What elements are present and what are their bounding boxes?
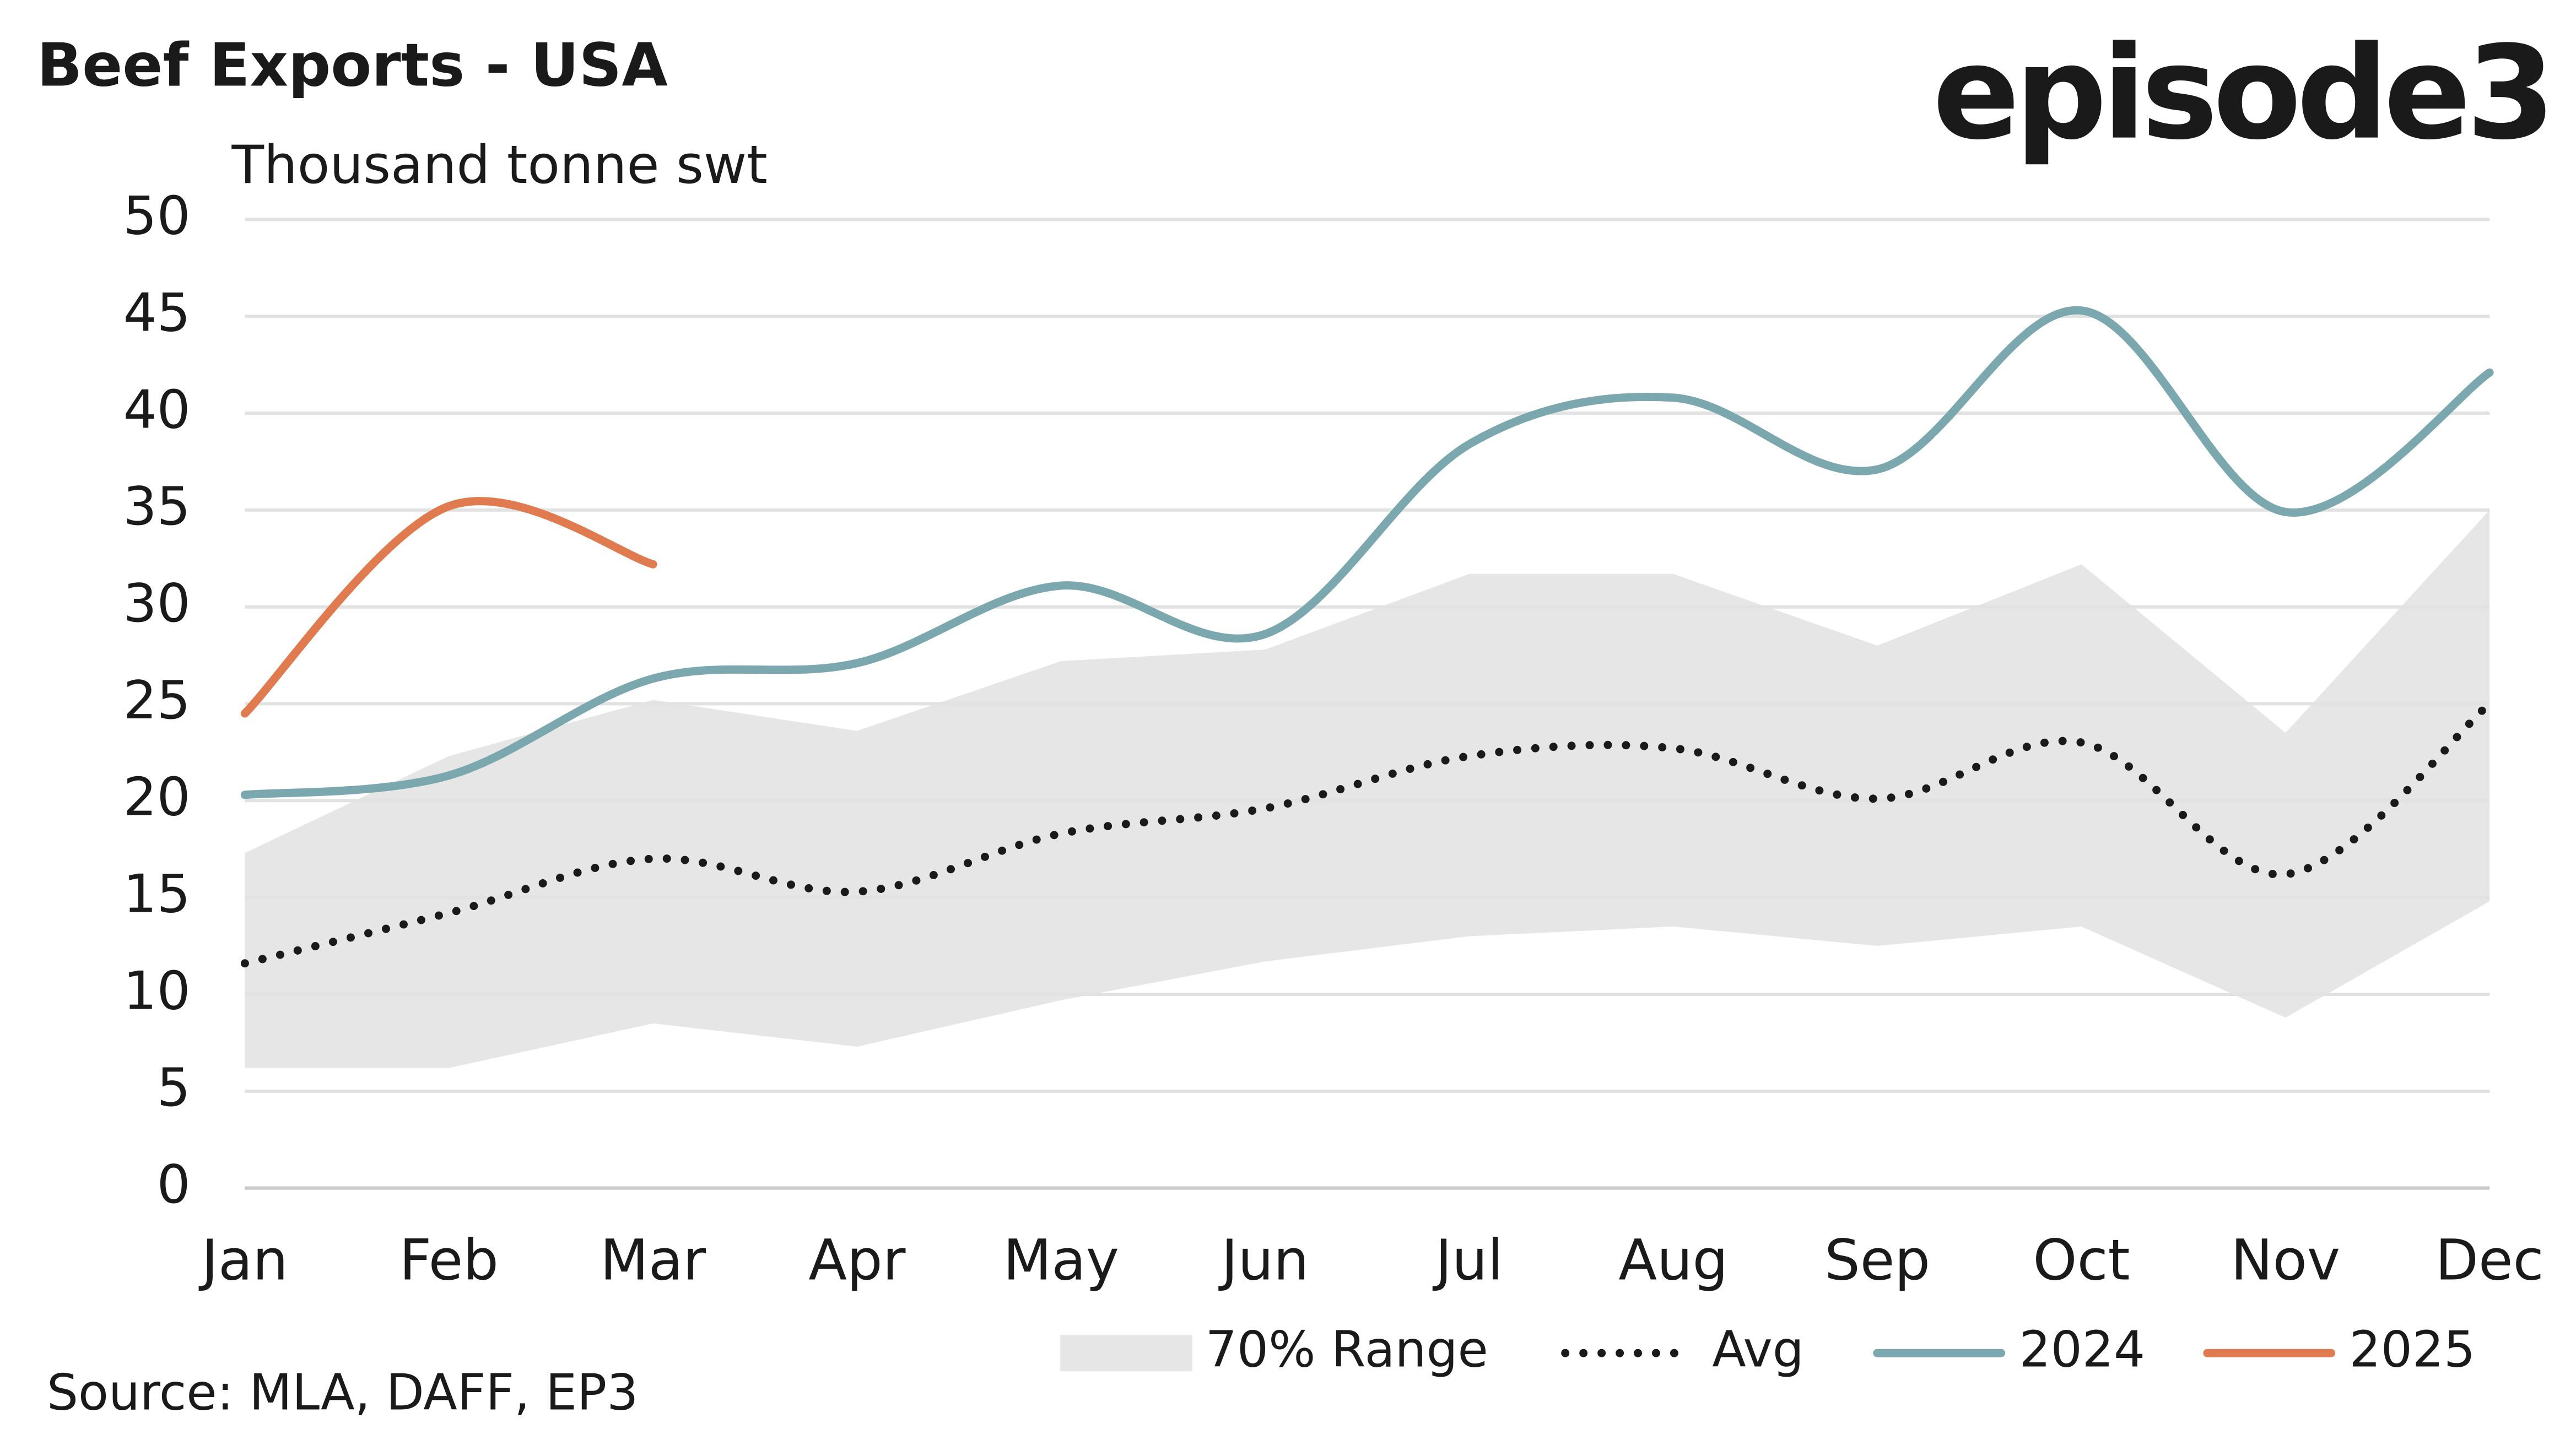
x-tick-label: Jul — [1432, 1227, 1503, 1293]
y-tick-label: 5 — [157, 1057, 191, 1118]
x-tick-label: Nov — [2231, 1227, 2340, 1293]
y-tick-label: 20 — [123, 766, 191, 828]
series-line — [240, 306, 2494, 799]
x-tick-label: Feb — [399, 1227, 499, 1293]
series-line — [240, 497, 657, 718]
legend-label: 2024 — [2019, 1322, 2145, 1379]
x-tick-label: Dec — [2435, 1227, 2544, 1293]
x-tick-label: Mar — [600, 1227, 706, 1293]
x-tick-label: Apr — [808, 1227, 905, 1293]
legend-swatch — [1060, 1335, 1192, 1372]
x-tick-label: Aug — [1618, 1227, 1728, 1293]
y-tick-label: 35 — [123, 475, 191, 537]
source: Source: MLA, DAFF, EP3 — [47, 1364, 638, 1421]
chart-title: Beef Exports - USA — [37, 31, 668, 100]
range-area — [245, 510, 2490, 1068]
y-tick-label: 25 — [123, 669, 191, 731]
x-tick-label: Jan — [198, 1227, 288, 1293]
x-tick-label: Oct — [2033, 1227, 2130, 1293]
legend-label: 70% Range — [1206, 1322, 1488, 1379]
y-tick-label: 0 — [157, 1154, 191, 1215]
legend-label: Avg — [1712, 1322, 1803, 1379]
logo: episode3 — [1932, 19, 2551, 169]
x-tick-label: Sep — [1824, 1227, 1930, 1293]
legend-label: 2025 — [2350, 1322, 2476, 1379]
y-tick-label: 10 — [123, 960, 191, 1021]
y-tick-label: 50 — [123, 185, 191, 247]
y-tick-label: 30 — [123, 572, 191, 634]
x-tick-label: Jun — [1218, 1227, 1309, 1293]
x-tick-label: May — [1003, 1227, 1120, 1293]
y-tick-label: 15 — [123, 863, 191, 925]
axis-label: Thousand tonne swt — [231, 134, 767, 196]
y-tick-label: 40 — [123, 378, 191, 440]
y-tick-label: 45 — [123, 282, 191, 344]
